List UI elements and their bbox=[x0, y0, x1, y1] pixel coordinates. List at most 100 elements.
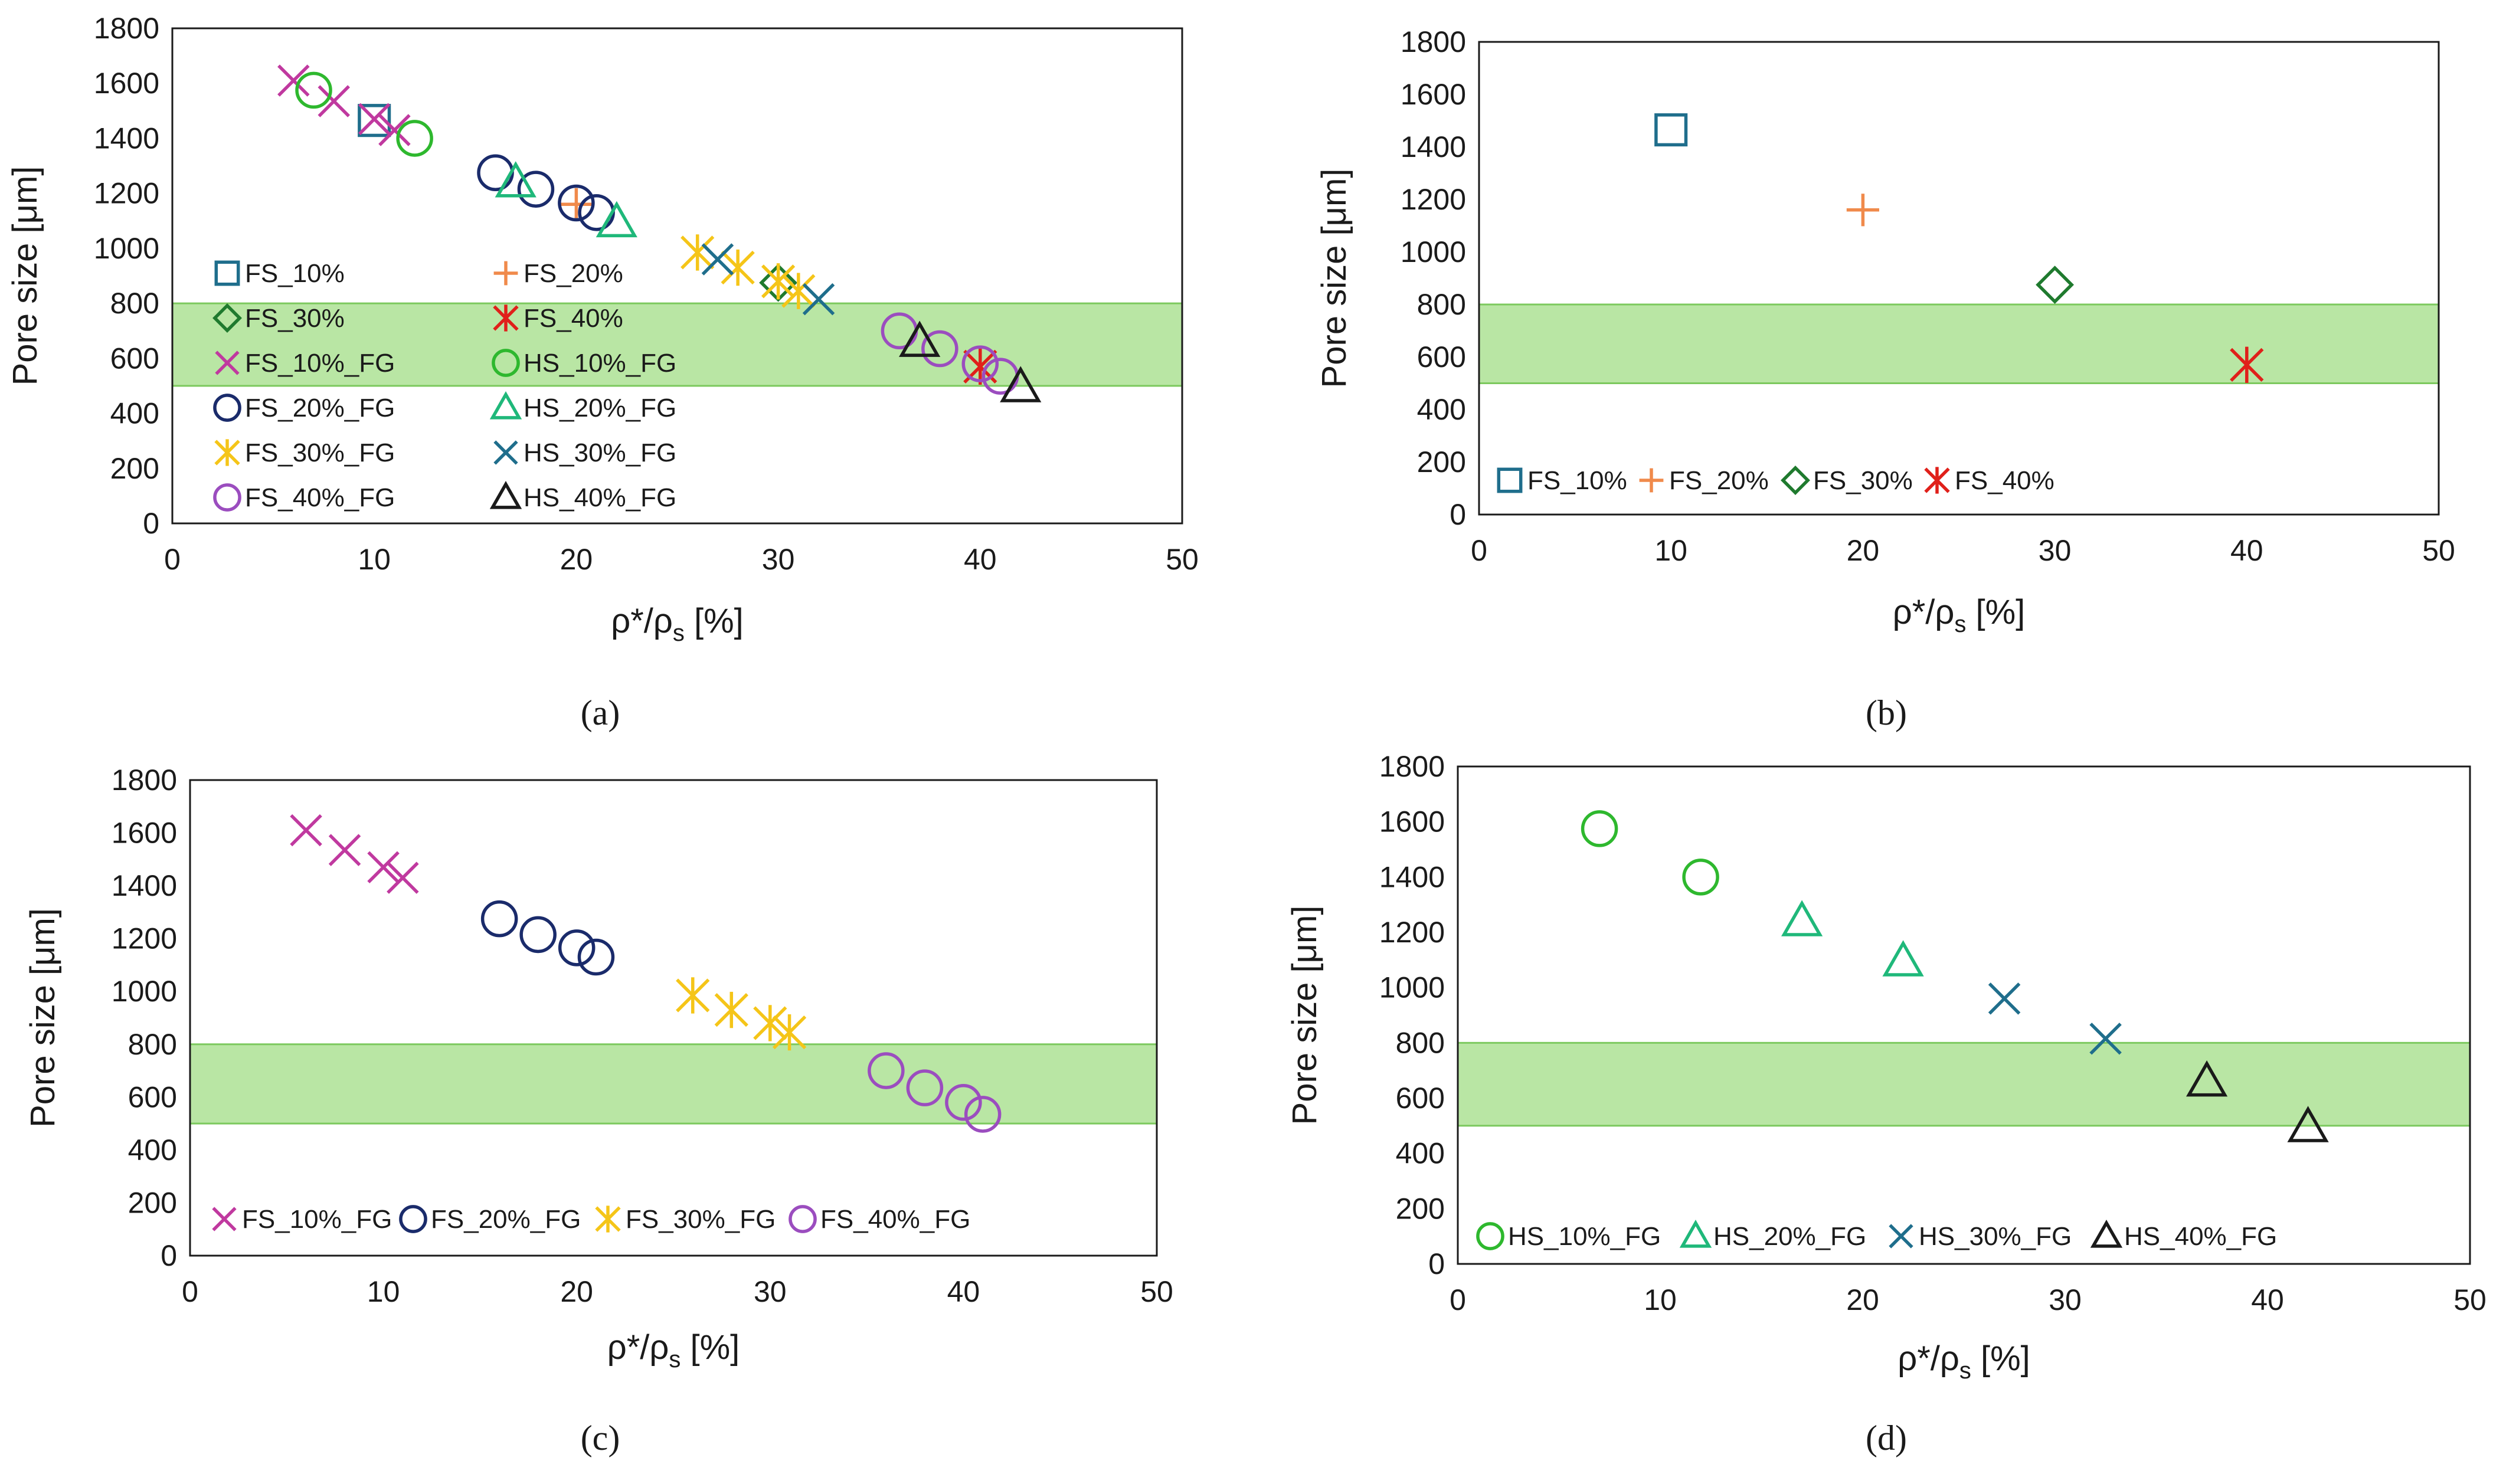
plot-frame bbox=[189, 779, 1158, 1257]
data-point bbox=[1654, 113, 1688, 147]
data-point bbox=[295, 71, 332, 109]
target-range-band bbox=[1457, 1041, 2471, 1127]
plot-frame bbox=[1478, 41, 2440, 516]
y-tick-label: 1800 bbox=[112, 764, 177, 797]
series-fs-40- bbox=[2230, 346, 2264, 384]
legend-marker bbox=[789, 1205, 817, 1233]
legend: FS_10%_FG FS_20%_FG FS_30%_FG FS_40%_FG bbox=[212, 1205, 970, 1234]
x-tick-label: 50 bbox=[2453, 1283, 2487, 1316]
data-point bbox=[680, 234, 715, 271]
legend-label: FS_40%_FG bbox=[820, 1205, 970, 1234]
x-tick-label: 40 bbox=[964, 543, 997, 576]
legend-marker bbox=[1639, 468, 1664, 493]
y-tick-label: 600 bbox=[1417, 340, 1466, 374]
chart-d: 0 200 400 600 800 1000 1200 1400 1600 1800 0 10 20 30… bbox=[1285, 750, 2487, 1457]
legend-label: FS_20%_FG bbox=[245, 394, 395, 422]
series-hs-30-fg bbox=[701, 243, 835, 316]
x-tick-label: 0 bbox=[164, 543, 181, 576]
legend-label: FS_30% bbox=[245, 304, 345, 333]
x-tick-label: 20 bbox=[1846, 1283, 1879, 1316]
legend: HS_10%_FG HS_20%_FG HS_30%_FG HS_40%_FG bbox=[1476, 1220, 2277, 1251]
legend-label: FS_30% bbox=[1813, 466, 1913, 495]
legend-label: FS_40% bbox=[524, 304, 623, 333]
legend-marker bbox=[1497, 467, 1523, 493]
x-tick-label: 30 bbox=[2039, 534, 2072, 567]
y-tick-label: 600 bbox=[1396, 1082, 1445, 1115]
series-hs-10-fg bbox=[1581, 810, 1719, 896]
legend-marker bbox=[214, 439, 240, 466]
x-axis-label: ρ*/ρs [%] bbox=[1897, 1339, 2030, 1384]
x-tick-label: 10 bbox=[367, 1275, 400, 1308]
data-point bbox=[701, 243, 734, 276]
y-tick-label: 1800 bbox=[1401, 25, 1466, 58]
target-range-band bbox=[1478, 303, 2440, 384]
data-point bbox=[480, 900, 518, 938]
x-tick-label: 40 bbox=[2251, 1283, 2284, 1316]
legend-label: HS_30%_FG bbox=[524, 438, 676, 467]
data-point bbox=[328, 834, 361, 866]
legend-marker bbox=[595, 1205, 621, 1233]
y-tick-label: 800 bbox=[128, 1028, 177, 1061]
legend-marker bbox=[1476, 1222, 1504, 1250]
y-tick-label: 1400 bbox=[112, 869, 177, 902]
y-tick-label: 400 bbox=[128, 1134, 177, 1167]
y-axis-label: Pore size [μm] bbox=[24, 908, 62, 1128]
data-point bbox=[945, 1084, 982, 1121]
series-hs-20-fg bbox=[495, 161, 637, 238]
data-point bbox=[358, 103, 391, 136]
series-fs-30- bbox=[2036, 266, 2075, 304]
data-point bbox=[1581, 810, 1618, 847]
y-tick-label: 1800 bbox=[1379, 750, 1445, 783]
y-tick-label: 400 bbox=[110, 397, 159, 430]
y-tick-label: 1600 bbox=[1401, 78, 1466, 111]
y-tick-label: 200 bbox=[110, 452, 159, 485]
series-fs-30-fg bbox=[680, 234, 816, 309]
y-tick-label: 400 bbox=[1396, 1137, 1445, 1170]
legend-label: FS_40% bbox=[1955, 466, 2054, 495]
y-tick-label: 1400 bbox=[1401, 130, 1466, 163]
legend-marker bbox=[212, 303, 242, 333]
legend-marker bbox=[213, 483, 241, 512]
data-point bbox=[2186, 1060, 2228, 1097]
data-point bbox=[1682, 859, 1719, 896]
legend-label: HS_30%_FG bbox=[1919, 1222, 2072, 1251]
legend-marker bbox=[212, 1207, 237, 1231]
data-point bbox=[1988, 982, 2021, 1015]
data-point bbox=[1882, 940, 1924, 977]
series-fs-40-fg bbox=[868, 1052, 1002, 1133]
legend-marker bbox=[214, 260, 240, 286]
legend-marker bbox=[489, 391, 522, 420]
target-range-band bbox=[189, 1043, 1158, 1125]
data-point bbox=[781, 273, 816, 309]
y-tick-label: 800 bbox=[1396, 1026, 1445, 1059]
legend-label: FS_10%_FG bbox=[242, 1205, 392, 1234]
y-tick-label: 1800 bbox=[94, 12, 159, 45]
y-tick-label: 1600 bbox=[1379, 805, 1445, 838]
x-tick-label: 50 bbox=[1166, 543, 1199, 576]
y-tick-label: 400 bbox=[1417, 393, 1466, 426]
x-axis-label: ρ*/ρs [%] bbox=[1893, 593, 2026, 637]
legend-marker bbox=[492, 349, 520, 377]
data-point bbox=[495, 161, 536, 198]
x-tick-label: 50 bbox=[1140, 1275, 1173, 1308]
data-point bbox=[964, 1096, 1002, 1133]
data-point bbox=[761, 263, 796, 300]
x-tick-label: 40 bbox=[2230, 534, 2263, 567]
legend-marker bbox=[1679, 1220, 1712, 1248]
panel-label: (a) bbox=[581, 693, 620, 732]
data-point bbox=[802, 283, 835, 316]
panel-label: (d) bbox=[1866, 1419, 1907, 1457]
y-tick-label: 800 bbox=[110, 287, 159, 320]
x-tick-label: 0 bbox=[1450, 1283, 1466, 1316]
x-tick-label: 50 bbox=[2422, 534, 2455, 567]
data-point bbox=[906, 1069, 944, 1106]
data-point bbox=[290, 814, 322, 847]
legend-marker bbox=[493, 440, 518, 465]
y-tick-label: 600 bbox=[128, 1080, 177, 1113]
x-tick-label: 30 bbox=[754, 1275, 787, 1308]
y-tick-label: 200 bbox=[1396, 1192, 1445, 1225]
series-fs-10-fg bbox=[277, 64, 411, 146]
legend-label: FS_10% bbox=[1527, 466, 1627, 495]
legend-marker bbox=[1781, 466, 1810, 495]
